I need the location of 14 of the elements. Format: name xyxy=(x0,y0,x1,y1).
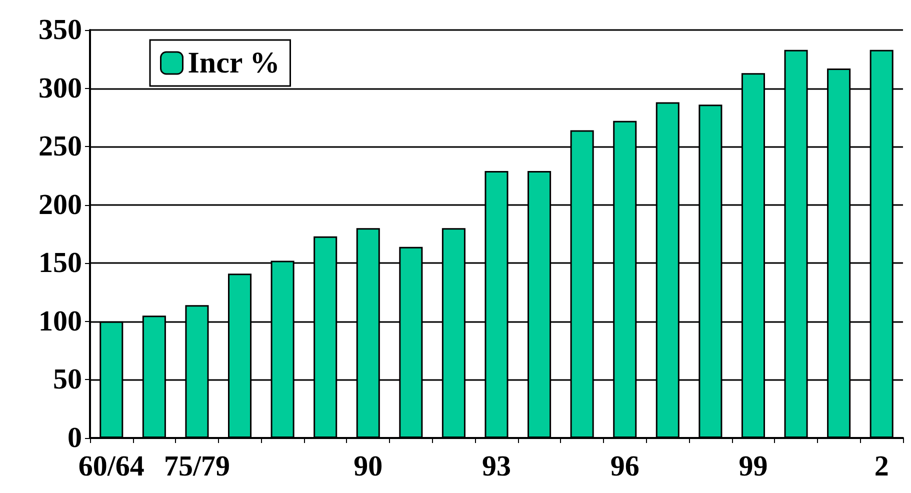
y-tick-label: 350 xyxy=(38,14,82,46)
y-tick-label: 150 xyxy=(38,247,82,280)
y-tick-label: 250 xyxy=(38,130,82,163)
y-tick-label: 300 xyxy=(38,72,82,104)
x-tick-label: 99 xyxy=(738,450,768,482)
y-tick-label: 100 xyxy=(38,305,82,338)
y-tick-label: 200 xyxy=(38,188,82,221)
x-tick-label: 75/79 xyxy=(164,450,230,482)
x-tick-label: 93 xyxy=(482,450,511,482)
x-tick-label: 2 xyxy=(874,450,889,482)
x-tick-label: 90 xyxy=(354,450,383,482)
x-tick-label: 96 xyxy=(610,450,640,482)
y-tick-label: 50 xyxy=(53,364,82,396)
legend-label: Incr % xyxy=(188,46,280,80)
